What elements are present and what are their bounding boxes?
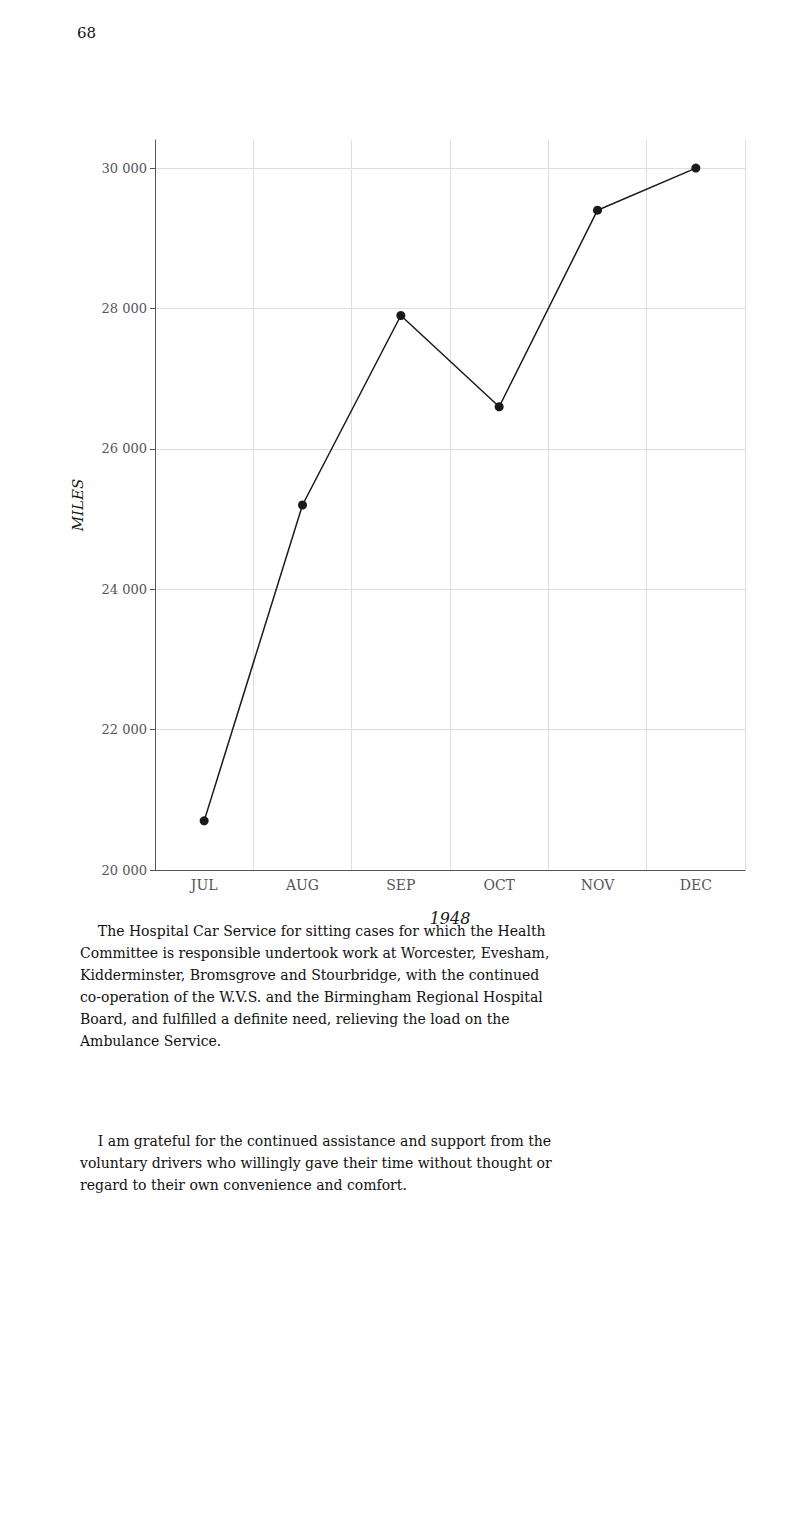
svg-text:voluntary drivers who willingl: voluntary drivers who willingly gave the…: [79, 1155, 552, 1171]
svg-text:20 000: 20 000: [102, 863, 148, 878]
svg-text:SEP: SEP: [386, 877, 415, 893]
svg-text:regard to their own convenienc: regard to their own convenience and comf…: [80, 1177, 407, 1193]
svg-text:MILES: MILES: [69, 479, 87, 532]
svg-text:I am grateful for the continue: I am grateful for the continued assistan…: [80, 1133, 551, 1149]
svg-text:The Hospital Car Service for s: The Hospital Car Service for sitting cas…: [80, 923, 546, 939]
svg-text:Kidderminster, Bromsgrove and: Kidderminster, Bromsgrove and Stourbridg…: [80, 967, 539, 983]
svg-text:OCT: OCT: [483, 877, 515, 893]
svg-text:28 000: 28 000: [102, 301, 148, 316]
svg-text:22 000: 22 000: [102, 722, 148, 737]
svg-text:26 000: 26 000: [102, 441, 148, 456]
svg-text:Board, and fulfilled a definit: Board, and fulfilled a definite need, re…: [80, 1011, 510, 1027]
svg-text:68: 68: [77, 24, 96, 42]
svg-text:24 000: 24 000: [102, 582, 148, 597]
svg-text:co-operation of the W.V.S. and: co-operation of the W.V.S. and the Birmi…: [80, 989, 543, 1005]
svg-text:NOV: NOV: [581, 877, 615, 893]
svg-text:JUL: JUL: [189, 877, 218, 893]
svg-text:DEC: DEC: [680, 877, 712, 893]
svg-text:Ambulance Service.: Ambulance Service.: [79, 1033, 221, 1049]
svg-text:Committee is responsible under: Committee is responsible undertook work …: [80, 945, 549, 961]
svg-text:1948: 1948: [430, 909, 471, 928]
svg-text:30 000: 30 000: [102, 161, 148, 176]
svg-text:AUG: AUG: [285, 877, 319, 893]
